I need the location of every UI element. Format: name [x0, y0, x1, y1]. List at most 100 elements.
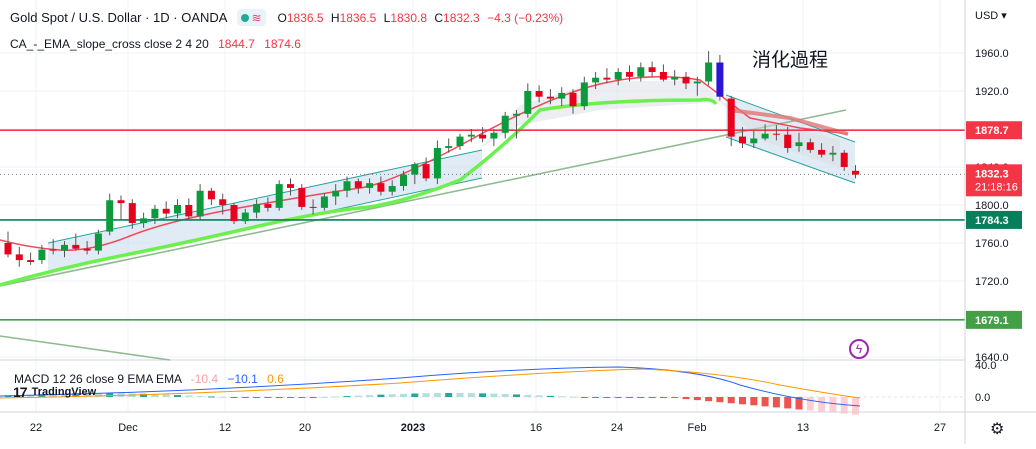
macd-pane — [0, 366, 965, 415]
macd-hist-bar — [83, 393, 91, 397]
candle-body — [784, 134, 792, 148]
macd-hist-bar — [693, 397, 701, 401]
candle-body — [433, 148, 441, 179]
macd-hist-bar — [682, 397, 690, 400]
macd-label: MACD 12 26 close 9 EMA EMA — [14, 372, 182, 386]
macd-legend[interactable]: MACD 12 26 close 9 EMA EMA -10.4 −10.1 0… — [14, 372, 284, 386]
candle-body — [513, 113, 520, 116]
macd-hist-bar — [637, 397, 645, 398]
candle-body — [287, 184, 294, 188]
macd-hist-value: -10.4 — [190, 372, 219, 386]
signal-line — [0, 368, 861, 399]
candle-body — [818, 149, 826, 155]
declining-ma-line — [729, 108, 849, 136]
currency-selector[interactable]: USD ▾ — [975, 10, 1007, 22]
candle-body — [128, 203, 136, 224]
macd-hist-bar — [580, 397, 588, 398]
macd-hist-bar — [366, 395, 374, 397]
macd-hist-bar — [546, 395, 554, 397]
time-tick-label: 16 — [530, 422, 542, 434]
time-tick-label: 2023 — [401, 422, 425, 434]
price-label-text: 1878.7 — [975, 125, 1009, 137]
candle-body — [94, 233, 102, 251]
candle-body — [739, 136, 746, 144]
macd-hist-bar — [151, 394, 159, 397]
macd-hist-bar — [806, 397, 814, 411]
lightning-events-icon[interactable]: ϟ — [849, 339, 869, 359]
macd-hist-bar — [490, 393, 498, 397]
price-label-text: 1784.3 — [975, 215, 1009, 227]
candle-series — [4, 51, 859, 267]
price-tick-label: 1640.0 — [975, 352, 1009, 364]
candle-body — [219, 199, 227, 205]
gear-icon[interactable]: ⚙ — [990, 421, 1005, 438]
macd-hist-bar — [72, 393, 80, 397]
candle-body — [467, 134, 475, 137]
symbol-title[interactable]: Gold Spot / U.S. Dollar · 1D · OANDA — [10, 10, 228, 25]
candle-body — [682, 76, 690, 84]
price-tick-label: 1720.0 — [975, 276, 1009, 288]
candle-body — [535, 91, 543, 97]
price-label-text: 1679.1 — [975, 315, 1009, 327]
price-tick-label: 1920.0 — [975, 86, 1009, 98]
candle-body — [569, 92, 577, 107]
indicator-legend[interactable]: CA_-_EMA_slope_cross close 2 4 20 1844.7… — [10, 37, 301, 51]
macd-hist-bar — [818, 397, 826, 412]
brand-label: TradingView — [31, 386, 97, 398]
tradingview-logo[interactable]: 17 TradingView — [13, 384, 96, 400]
price-label-box — [966, 310, 1022, 329]
macd-hist-bar — [479, 393, 487, 397]
candle-body — [603, 77, 611, 80]
time-tick-label: Dec — [118, 422, 138, 434]
candle-body — [15, 254, 23, 261]
macd-hist-bar — [275, 397, 283, 398]
macd-hist-bar — [411, 393, 419, 397]
candle-body — [727, 98, 735, 137]
candle-body — [253, 204, 261, 213]
chevron-down-icon: ▾ — [998, 10, 1007, 22]
candle-body — [806, 142, 814, 150]
candle-body — [614, 72, 622, 80]
macd-hist-bar — [739, 397, 746, 405]
candle-body — [106, 200, 114, 232]
candle-body — [546, 96, 554, 99]
time-tick-label: 13 — [797, 422, 809, 434]
macd-hist-bar — [196, 396, 204, 398]
time-tick-label: Feb — [688, 422, 707, 434]
macd-hist-bar — [94, 393, 102, 397]
time-axis[interactable]: 22 Dec 12 20 2023 16 24 Feb 13 27 — [30, 422, 946, 434]
market-status-pill[interactable]: ≋ — [237, 9, 266, 26]
candle-body — [592, 77, 600, 83]
macd-hist-bar — [761, 397, 769, 407]
indicator-label: CA_-_EMA_slope_cross close 2 4 20 — [10, 37, 209, 51]
macd-hist-bar — [343, 396, 351, 398]
candle-body — [61, 244, 68, 251]
macd-hist-bar — [671, 397, 679, 398]
macd-hist-bar — [795, 397, 803, 410]
candle-body — [829, 152, 837, 155]
candle-body — [117, 200, 125, 204]
indicator-value-2: 1874.6 — [264, 37, 301, 51]
candle-body — [501, 115, 509, 133]
macd-hist-bar — [309, 397, 317, 398]
time-tick-label: 22 — [30, 422, 42, 434]
time-tick-label: 20 — [299, 422, 311, 434]
candle-body — [320, 196, 328, 208]
candle-body — [196, 190, 204, 217]
macd-hist-bar — [400, 393, 407, 397]
long-trend-line — [0, 109, 847, 287]
macd-hist-bar — [513, 394, 520, 397]
lower-trend-line — [0, 335, 171, 361]
candle-body — [558, 92, 566, 99]
candle-body — [4, 243, 12, 255]
macd-hist-bar — [716, 397, 724, 403]
macd-hist-bar — [241, 397, 249, 398]
candle-body — [241, 212, 249, 222]
candle-body — [445, 146, 453, 148]
candle-body — [174, 205, 181, 214]
macd-hist-bar — [456, 393, 464, 397]
candle-body — [49, 249, 57, 251]
